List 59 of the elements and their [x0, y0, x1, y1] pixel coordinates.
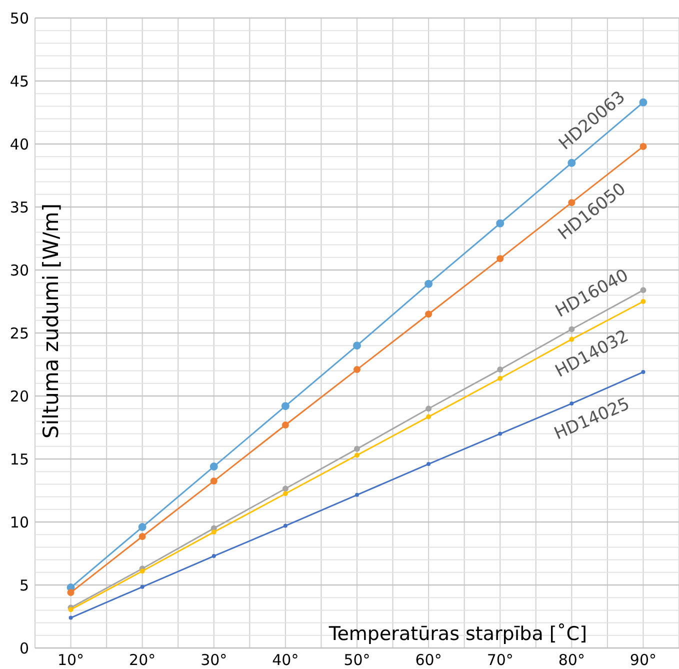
point	[424, 280, 433, 288]
point	[639, 98, 648, 106]
point	[282, 486, 288, 492]
point	[355, 492, 359, 497]
point	[496, 255, 504, 262]
point	[496, 219, 504, 228]
point	[426, 414, 432, 420]
point	[210, 462, 218, 471]
point	[640, 287, 646, 294]
y-tick-label: 40	[10, 135, 29, 154]
point	[282, 421, 289, 428]
point	[426, 406, 432, 412]
point	[140, 584, 144, 589]
point	[138, 532, 146, 540]
point	[354, 446, 360, 452]
x-tick-label: 20°	[129, 651, 156, 669]
point	[641, 370, 646, 374]
point	[140, 568, 145, 574]
y-tick-label: 5	[19, 576, 29, 594]
point	[498, 376, 503, 381]
y-axis-title: Siltuma zudumi [W/m]	[39, 203, 63, 439]
point	[640, 143, 647, 150]
point	[640, 299, 646, 304]
x-tick-label: 90°	[630, 651, 657, 669]
point	[281, 402, 290, 410]
x-tick-label: 50°	[344, 651, 370, 669]
y-tick-label: 20	[10, 387, 29, 406]
y-tick-label: 25	[10, 324, 29, 342]
point	[67, 589, 74, 596]
point	[498, 432, 502, 436]
point	[210, 478, 218, 485]
x-tick-label: 10°	[57, 651, 84, 669]
point	[497, 366, 504, 373]
y-tick-label: 10	[10, 513, 29, 532]
point	[425, 310, 432, 318]
point	[353, 342, 361, 350]
y-tick-label: 35	[10, 198, 29, 216]
point	[354, 452, 360, 458]
point	[282, 491, 288, 496]
point	[68, 607, 74, 612]
y-tick-label: 0	[19, 639, 29, 658]
y-tick-label: 50	[10, 9, 29, 28]
x-tick-label: 60°	[415, 651, 442, 669]
point	[212, 554, 216, 558]
y-tick-label: 30	[10, 261, 29, 280]
point	[68, 616, 73, 620]
x-tick-label: 40°	[272, 651, 299, 669]
point	[354, 366, 360, 374]
point	[568, 158, 576, 167]
point	[211, 530, 216, 535]
x-tick-label: 70°	[486, 651, 514, 669]
point	[426, 462, 431, 466]
x-axis-title: Temperatūras starpība [˚C]	[328, 623, 587, 645]
y-tick-label: 15	[10, 450, 29, 468]
x-tick-label: 30°	[200, 651, 228, 669]
y-tick-label: 45	[10, 72, 29, 90]
point	[138, 523, 146, 532]
x-tick-label: 80°	[558, 651, 585, 669]
point	[283, 524, 288, 528]
